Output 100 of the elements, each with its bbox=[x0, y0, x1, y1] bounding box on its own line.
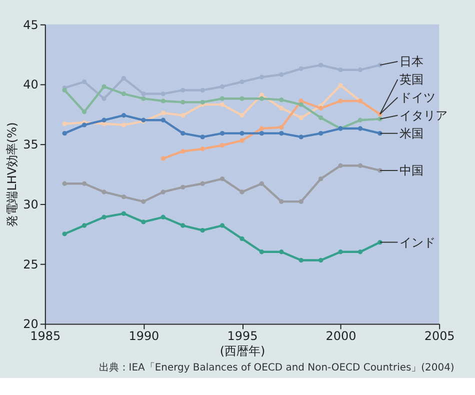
point bbox=[240, 138, 244, 143]
point bbox=[358, 118, 363, 122]
x-tick-label: 1985 bbox=[30, 329, 61, 344]
point bbox=[318, 115, 324, 120]
point bbox=[240, 96, 244, 101]
y-tick-label: 45 bbox=[23, 18, 38, 32]
point bbox=[180, 100, 186, 105]
series-label: イタリア bbox=[400, 108, 448, 122]
point bbox=[102, 84, 106, 89]
point bbox=[279, 124, 284, 130]
point bbox=[62, 88, 67, 93]
x-tick-label: 2005 bbox=[424, 329, 455, 344]
point bbox=[298, 66, 304, 71]
point bbox=[102, 96, 106, 101]
point bbox=[82, 122, 87, 128]
series-label: 米国 bbox=[400, 126, 424, 140]
y-tick-label: 25 bbox=[23, 257, 38, 272]
point bbox=[240, 113, 244, 118]
series-label: 中国 bbox=[400, 163, 424, 178]
point bbox=[82, 181, 87, 186]
point bbox=[160, 190, 166, 194]
point bbox=[200, 100, 205, 105]
point bbox=[279, 199, 284, 204]
point bbox=[259, 96, 264, 101]
point bbox=[141, 199, 146, 204]
point bbox=[338, 68, 343, 72]
point bbox=[121, 211, 126, 216]
point bbox=[121, 194, 126, 200]
point bbox=[180, 184, 186, 190]
y-tick-label: 35 bbox=[23, 138, 38, 152]
point bbox=[220, 102, 225, 107]
series-label: 日本 bbox=[400, 54, 424, 68]
point bbox=[358, 250, 363, 254]
point bbox=[180, 113, 186, 118]
point bbox=[220, 142, 225, 148]
point bbox=[220, 176, 225, 182]
point bbox=[62, 232, 67, 236]
point bbox=[259, 126, 264, 131]
point bbox=[298, 199, 304, 204]
point bbox=[318, 62, 324, 68]
x-tick-label: 1995 bbox=[227, 329, 258, 344]
point bbox=[200, 181, 205, 186]
point bbox=[102, 190, 106, 194]
point bbox=[338, 98, 343, 104]
point bbox=[240, 79, 244, 84]
point bbox=[220, 84, 225, 89]
point bbox=[160, 98, 166, 104]
point bbox=[338, 83, 343, 88]
point bbox=[82, 223, 87, 228]
point bbox=[160, 156, 166, 161]
series-label: インド bbox=[400, 235, 436, 250]
text: 英国 bbox=[400, 72, 424, 86]
point bbox=[121, 122, 126, 128]
point bbox=[121, 91, 126, 96]
point bbox=[318, 106, 324, 111]
point bbox=[160, 214, 166, 220]
point bbox=[279, 106, 284, 111]
point bbox=[259, 74, 264, 80]
y-tick-label: 40 bbox=[23, 78, 38, 92]
point bbox=[141, 91, 146, 96]
point bbox=[240, 190, 244, 194]
point bbox=[62, 181, 67, 186]
point bbox=[358, 68, 363, 72]
point bbox=[180, 130, 186, 136]
point bbox=[279, 72, 284, 77]
x-axis-title: (西暦年) bbox=[220, 344, 266, 358]
point bbox=[240, 236, 244, 242]
point bbox=[259, 130, 264, 136]
point bbox=[180, 223, 186, 228]
point bbox=[240, 130, 244, 136]
point bbox=[279, 97, 284, 102]
x-tick-label: 1990 bbox=[128, 329, 160, 344]
point bbox=[318, 258, 324, 263]
point bbox=[102, 118, 106, 122]
point bbox=[82, 79, 87, 84]
point bbox=[160, 118, 166, 122]
y-tick-label: 20 bbox=[23, 317, 38, 332]
source-note: 出典：IEA「Energy Balances of OECD and Non-OECD Countries」(2004) bbox=[98, 362, 454, 374]
point bbox=[298, 115, 304, 120]
point bbox=[358, 163, 363, 168]
point bbox=[298, 102, 304, 107]
point bbox=[160, 110, 166, 116]
point bbox=[141, 220, 146, 224]
point bbox=[200, 134, 205, 140]
point bbox=[62, 121, 67, 126]
point bbox=[220, 96, 225, 101]
point bbox=[200, 88, 205, 93]
y-tick-label: 30 bbox=[23, 197, 38, 212]
point bbox=[259, 250, 264, 254]
point bbox=[102, 214, 106, 220]
x-tick-label: 2000 bbox=[326, 329, 356, 344]
point bbox=[200, 228, 205, 233]
point bbox=[279, 130, 284, 136]
point bbox=[180, 88, 186, 93]
series-label: ドイツ bbox=[400, 90, 436, 104]
point bbox=[338, 163, 343, 168]
point bbox=[62, 130, 67, 136]
point bbox=[298, 134, 304, 140]
point bbox=[121, 113, 126, 118]
point bbox=[338, 250, 343, 254]
